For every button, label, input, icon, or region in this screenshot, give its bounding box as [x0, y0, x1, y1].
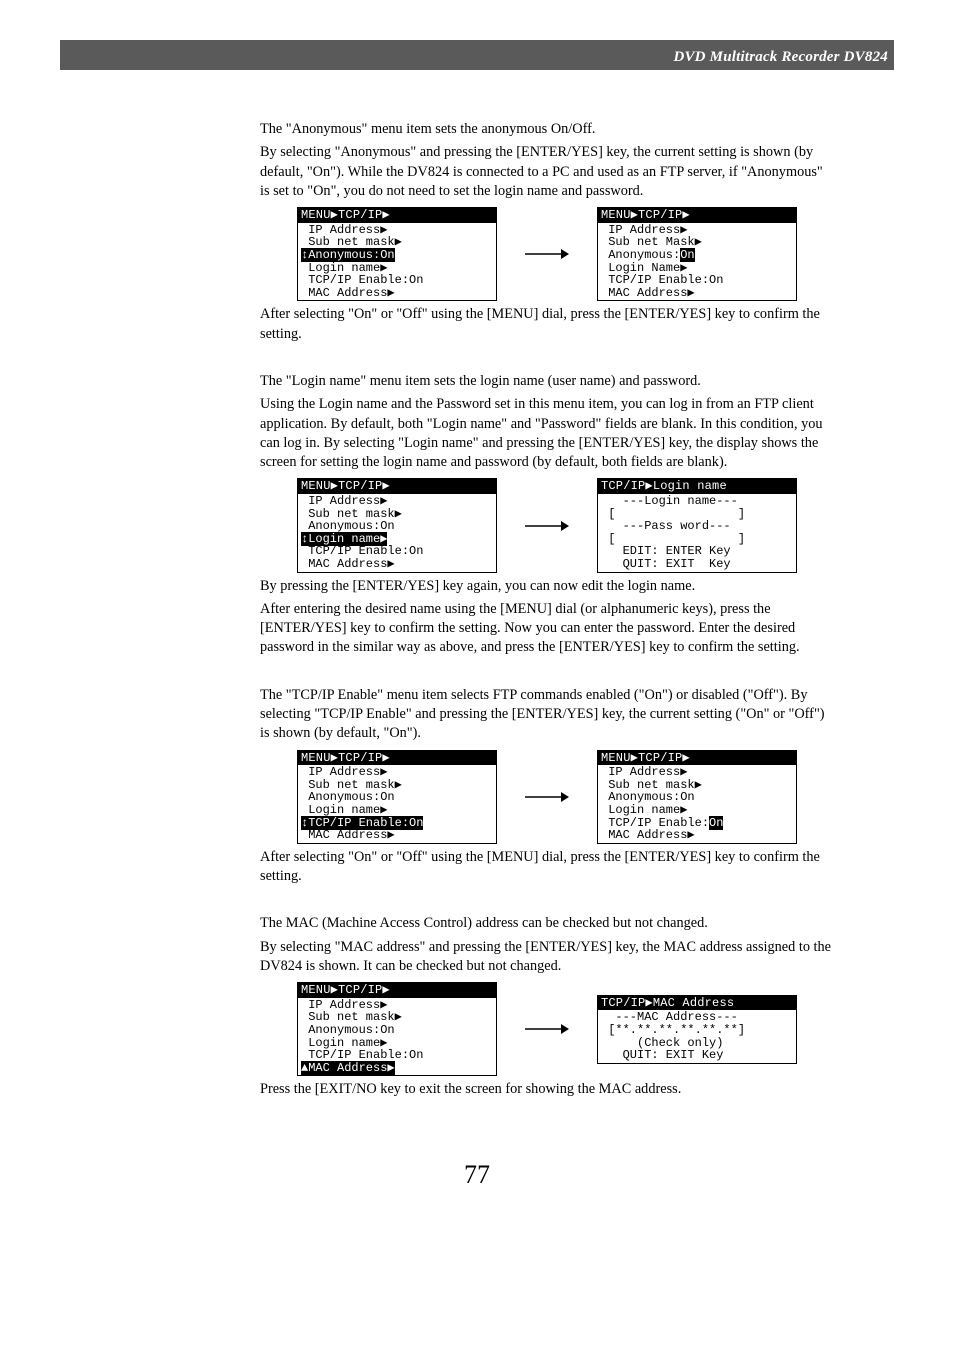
anonymous-p1: The "Anonymous" menu item sets the anony… [260, 120, 834, 139]
tcpip-after: After selecting "On" or "Off" using the … [260, 848, 834, 887]
tcpip-p1: The "TCP/IP Enable" menu item selects FT… [260, 686, 834, 744]
arrow-icon [525, 248, 569, 260]
lcd-line-highlight: ▲MAC Address▶ [301, 1062, 493, 1075]
lcd-body: ---MAC Address--- [**.**.**.**.**.**] (C… [598, 1010, 796, 1062]
lcd-line: IP Address▶ [301, 495, 493, 508]
lcd-line: MAC Address▶ [301, 287, 493, 300]
lcd-line: MAC Address▶ [301, 829, 493, 842]
lcd-line: MAC Address▶ [601, 829, 793, 842]
tcpip-lcd-right: MENU▶TCP/IP▶ IP Address▶ Sub net mask▶ A… [597, 750, 797, 844]
anonymous-after: After selecting "On" or "Off" using the … [260, 305, 834, 344]
mac-lcd-right: TCP/IP▶MAC Address ---MAC Address--- [**… [597, 995, 797, 1064]
lcd-body: IP Address▶ Sub net mask▶ Anonymous:On L… [298, 998, 496, 1076]
lcd-title: MENU▶TCP/IP▶ [298, 983, 496, 998]
login-after2: After entering the desired name using th… [260, 600, 834, 658]
lcd-text: Anonymous: [601, 248, 680, 262]
lcd-title: MENU▶TCP/IP▶ [298, 751, 496, 766]
login-p1: The "Login name" menu item sets the logi… [260, 372, 834, 391]
header-bar: DVD Multitrack Recorder DV824 [60, 40, 894, 70]
lcd-title: TCP/IP▶Login name [598, 479, 796, 494]
lcd-line: MAC Address▶ [601, 287, 793, 300]
lcd-body: IP Address▶ Sub net mask▶ Anonymous:On L… [598, 765, 796, 843]
lcd-line: Anonymous:On [301, 520, 493, 533]
lcd-highlight: ↕Anonymous:On [301, 248, 395, 262]
login-lcd-left: MENU▶TCP/IP▶ IP Address▶ Sub net mask▶ A… [297, 478, 497, 572]
lcd-body: IP Address▶ Sub net mask▶ Anonymous:On ↕… [298, 494, 496, 572]
lcd-body: IP Address▶ Sub net mask▶ ↕Anonymous:On … [298, 223, 496, 301]
lcd-title: MENU▶TCP/IP▶ [598, 751, 796, 766]
arrow-icon [525, 520, 569, 532]
page: DVD Multitrack Recorder DV824 The "Anony… [0, 40, 954, 1190]
lcd-line-highlight: ↕Anonymous:On [301, 249, 493, 262]
lcd-line: QUIT: EXIT Key [601, 1049, 793, 1062]
mac-lcd-row: MENU▶TCP/IP▶ IP Address▶ Sub net mask▶ A… [260, 982, 834, 1076]
mac-p1: The MAC (Machine Access Control) address… [260, 914, 834, 933]
anonymous-lcd-left: MENU▶TCP/IP▶ IP Address▶ Sub net mask▶ ↕… [297, 207, 497, 301]
tcpip-lcd-row: MENU▶TCP/IP▶ IP Address▶ Sub net mask▶ A… [260, 750, 834, 844]
lcd-highlight: On [709, 816, 723, 830]
mac-p2: By selecting "MAC address" and pressing … [260, 938, 834, 977]
login-after: By pressing the [ENTER/YES] key again, y… [260, 577, 834, 596]
anonymous-lcd-right: MENU▶TCP/IP▶ IP Address▶ Sub net Mask▶ A… [597, 207, 797, 301]
page-number: 77 [0, 1160, 954, 1190]
login-lcd-right: TCP/IP▶Login name ---Login name--- [ ] -… [597, 478, 797, 572]
login-p2: Using the Login name and the Password se… [260, 395, 834, 472]
lcd-highlight: On [680, 248, 694, 262]
lcd-line: Login name▶ [301, 804, 493, 817]
anonymous-p2: By selecting "Anonymous" and pressing th… [260, 143, 834, 201]
arrow-icon [525, 791, 569, 803]
login-lcd-row: MENU▶TCP/IP▶ IP Address▶ Sub net mask▶ A… [260, 478, 834, 572]
lcd-title: MENU▶TCP/IP▶ [598, 208, 796, 223]
lcd-title: MENU▶TCP/IP▶ [298, 479, 496, 494]
lcd-line: Anonymous:On [601, 249, 793, 262]
lcd-body: IP Address▶ Sub net Mask▶ Anonymous:On L… [598, 223, 796, 301]
mac-after: Press the [EXIT/NO key to exit the scree… [260, 1080, 834, 1099]
lcd-highlight: ▲MAC Address▶ [301, 1061, 395, 1075]
mac-lcd-left: MENU▶TCP/IP▶ IP Address▶ Sub net mask▶ A… [297, 982, 497, 1076]
anonymous-lcd-row: MENU▶TCP/IP▶ IP Address▶ Sub net mask▶ ↕… [260, 207, 834, 301]
content: The "Anonymous" menu item sets the anony… [260, 120, 834, 1100]
lcd-line: IP Address▶ [301, 766, 493, 779]
lcd-body: IP Address▶ Sub net mask▶ Anonymous:On L… [298, 765, 496, 843]
header-title: DVD Multitrack Recorder DV824 [673, 49, 888, 66]
lcd-line: Anonymous:On [301, 1024, 493, 1037]
lcd-line: TCP/IP Enable:On [301, 274, 493, 287]
lcd-body: ---Login name--- [ ] ---Pass word--- [ ]… [598, 494, 796, 572]
lcd-title: MENU▶TCP/IP▶ [298, 208, 496, 223]
lcd-line: ---Login name--- [601, 495, 793, 508]
lcd-line: IP Address▶ [601, 766, 793, 779]
lcd-line: ---Pass word--- [601, 520, 793, 533]
lcd-line: TCP/IP Enable:On [601, 274, 793, 287]
lcd-line: QUIT: EXIT Key [601, 558, 793, 571]
lcd-line: TCP/IP Enable:On [301, 1049, 493, 1062]
lcd-title: TCP/IP▶MAC Address [598, 996, 796, 1011]
arrow-icon [525, 1023, 569, 1035]
lcd-line: [**.**.**.**.**.**] [601, 1024, 793, 1037]
lcd-line: MAC Address▶ [301, 558, 493, 571]
tcpip-lcd-left: MENU▶TCP/IP▶ IP Address▶ Sub net mask▶ A… [297, 750, 497, 844]
